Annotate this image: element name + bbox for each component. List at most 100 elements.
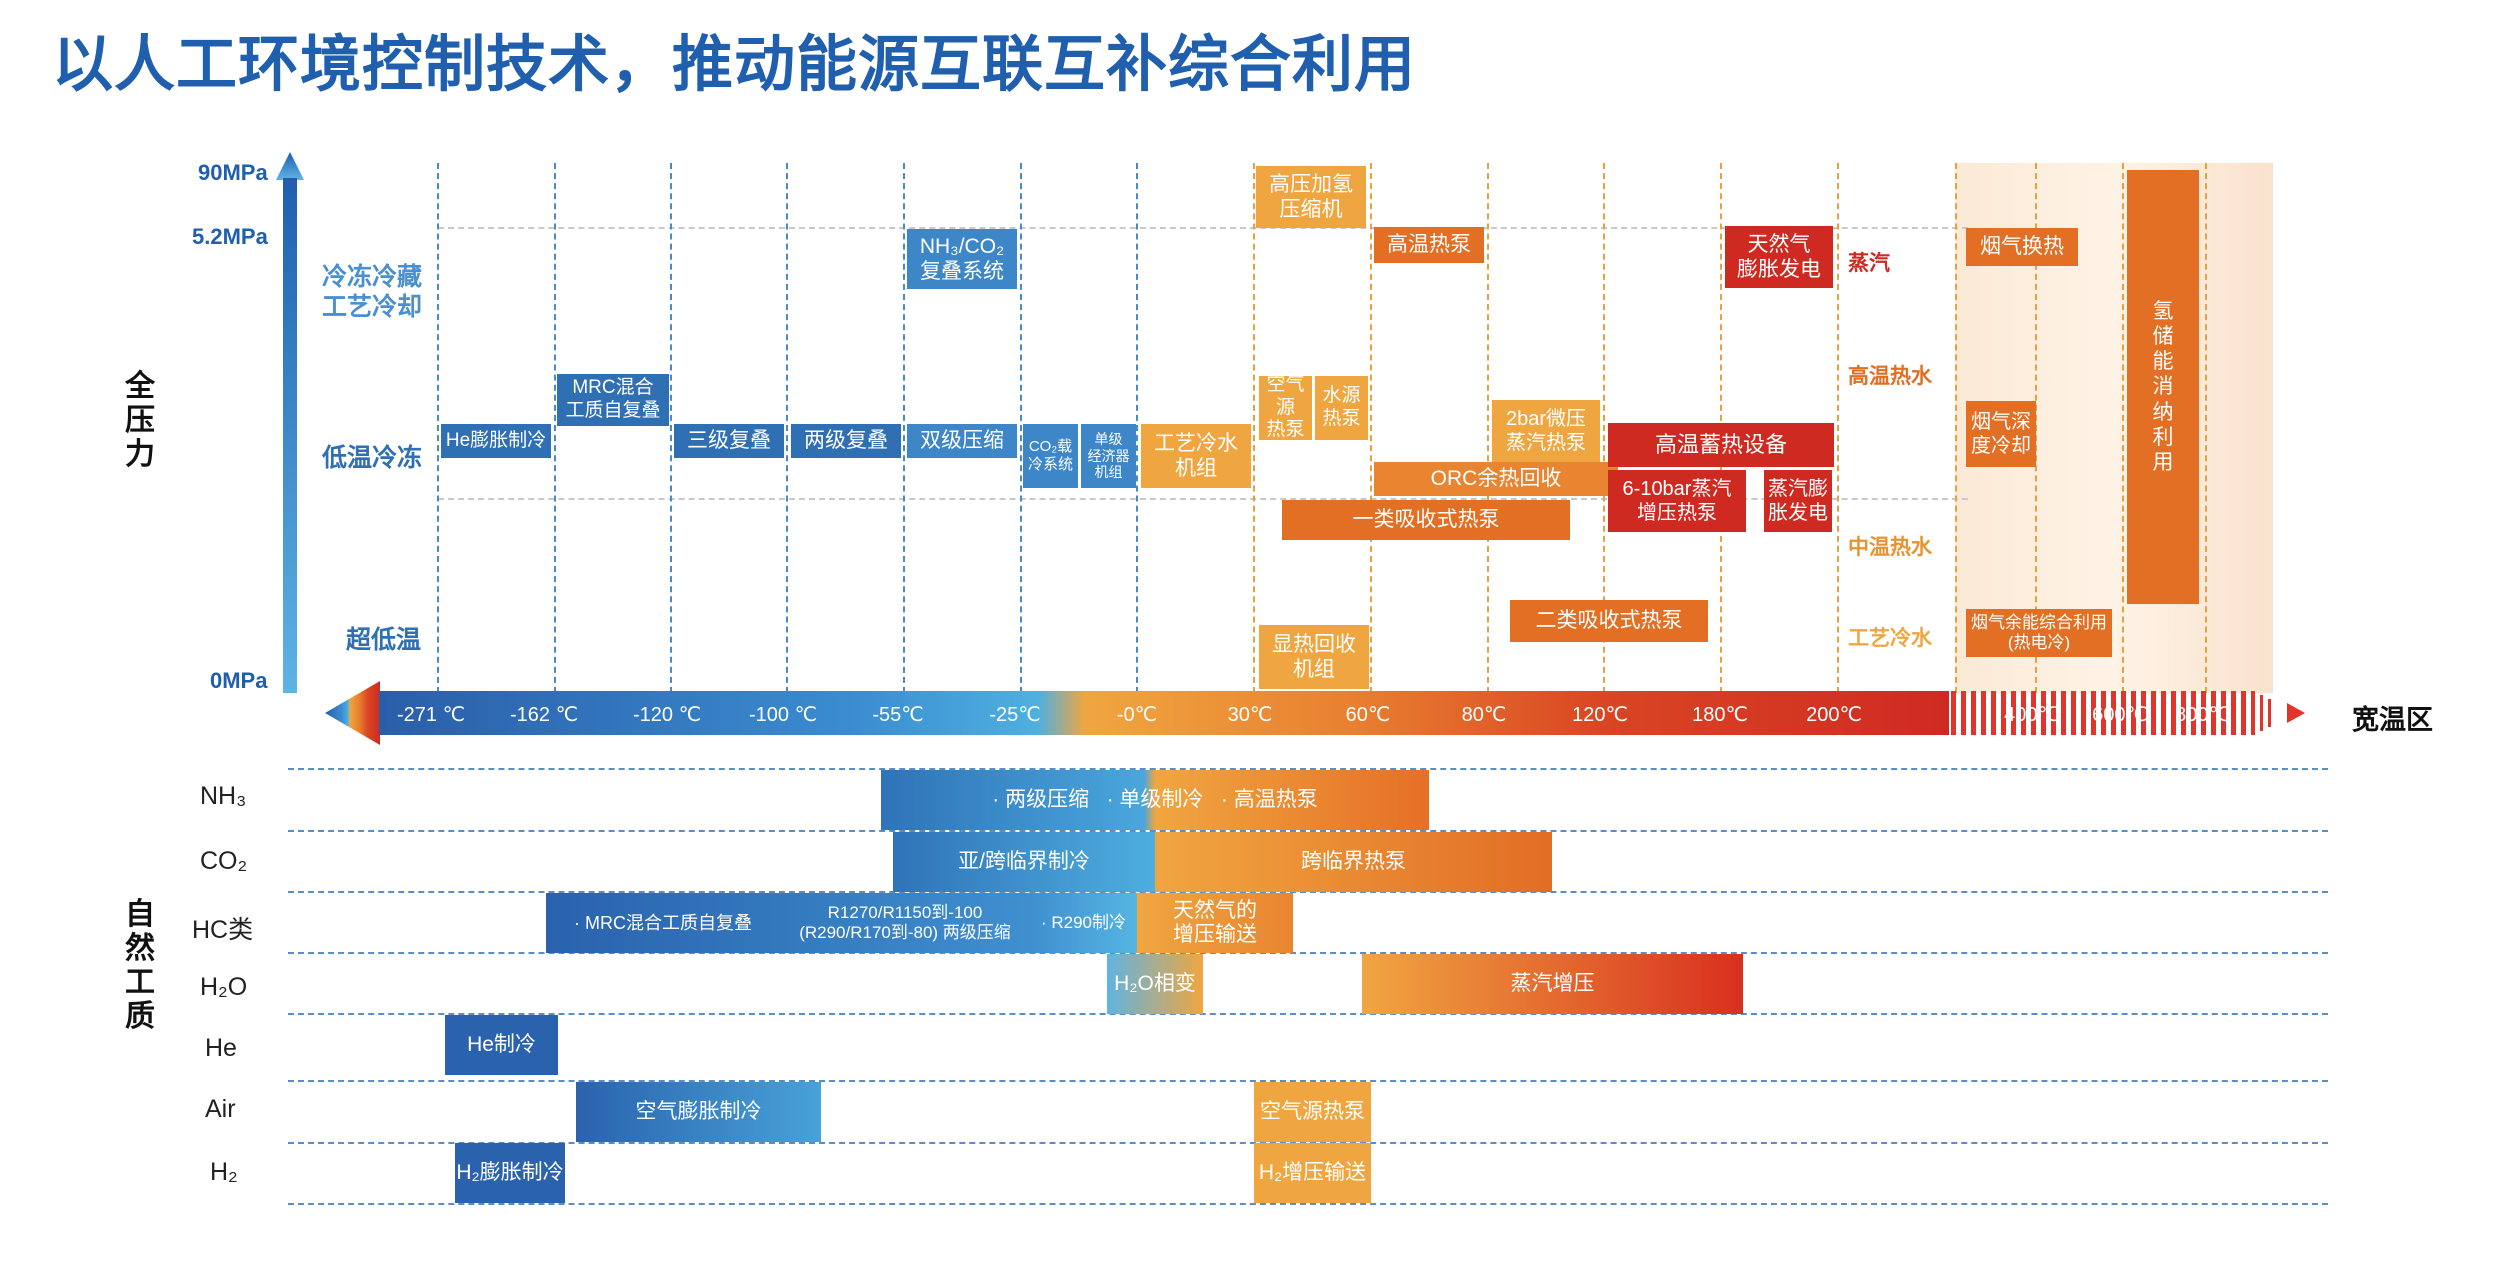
temp-tick: 200℃ [1806, 704, 1862, 726]
temp-tick: -100 ℃ [748, 704, 818, 726]
bar-co2-cold: 亚/跨临界制冷 [893, 832, 1155, 892]
tech-co2-carrier: CO₂载 冷系统 [1023, 424, 1078, 488]
temp-tick: -25℃ [989, 704, 1041, 726]
temp-tick: 400℃ [2004, 704, 2060, 726]
temp-tick: 600℃ [2092, 704, 2148, 726]
tech-heat-storage: 高温蓄热设备 [1608, 423, 1834, 467]
tech-steam-2bar: 2bar微压 蒸汽热泵 [1492, 400, 1600, 462]
y-axis-title: 全压力 [125, 370, 155, 471]
tech-high-temp-hp: 高温热泵 [1374, 227, 1484, 263]
grid-line [786, 163, 788, 693]
bar-h2-hot: H₂增压输送 [1254, 1143, 1371, 1203]
grid-line [670, 163, 672, 693]
tech-steam-expansion-power: 蒸汽膨 胀发电 [1764, 470, 1832, 532]
temp-tick: 180℃ [1692, 704, 1748, 726]
tech-single-economizer: 单级 经济器 机组 [1081, 424, 1136, 488]
tech-he-expansion: He膨胀制冷 [441, 424, 551, 458]
pressure-axis [276, 152, 304, 693]
row-divider [288, 1080, 2328, 1082]
bar-hc-r290: · R290制冷 [1030, 893, 1137, 953]
tech-flue-gas-exchange: 烟气换热 [1966, 228, 2078, 266]
grid-line [2122, 163, 2124, 693]
label-steam: 蒸汽 [1848, 252, 1890, 275]
bar-h2o-steam: 蒸汽增压 [1362, 954, 1743, 1014]
temp-tick: 60℃ [1345, 704, 1391, 726]
bar-hc-r1270: R1270/R1150到-100 (R290/R170到-80) 两级压缩 [780, 893, 1030, 953]
tech-orc: ORC余热回收 [1374, 462, 1618, 496]
temp-tick: 800℃ [2175, 704, 2231, 726]
tech-steam-6-10bar: 6-10bar蒸汽 增压热泵 [1608, 470, 1746, 532]
tech-hydrogen-storage: 氢 储 能 消 纳 利 用 [2127, 170, 2199, 604]
tech-water-source-hp: 水源 热泵 [1315, 376, 1368, 440]
tech-two-stage: 两级复叠 [791, 424, 901, 458]
fluid-label-hc: HC类 [192, 916, 254, 944]
grid-line [1955, 163, 1957, 693]
temp-tick: 80℃ [1461, 704, 1507, 726]
band-label-low: 低温冷冻 [322, 444, 423, 472]
label-process-cold-water: 工艺冷水 [1848, 627, 1932, 650]
pressure-line-5mpa [438, 227, 1968, 229]
grid-line [2205, 163, 2207, 693]
temp-tick: 30℃ [1227, 704, 1273, 726]
tech-hp-hydrogen: 高压加氢 压缩机 [1256, 166, 1366, 228]
temp-tick: -0℃ [1116, 704, 1158, 726]
tech-air-source-hp: 空气源 热泵 [1259, 374, 1312, 440]
bar-h2o-phase: H₂O相变 [1107, 954, 1203, 1014]
grid-line [903, 163, 905, 693]
fluid-label-h2o: H₂O [200, 973, 248, 1001]
bar-co2-hot: 跨临界热泵 [1155, 832, 1552, 892]
bar-air-cold: 空气膨胀制冷 [576, 1082, 821, 1142]
grid-line [2035, 163, 2037, 693]
page-title: 以人工环境控制技术，推动能源互联互补综合利用 [52, 30, 1417, 98]
grid-line [554, 163, 556, 693]
temp-tick: 120℃ [1572, 704, 1628, 726]
fluid-label-he: He [205, 1034, 237, 1062]
tech-two-stage-compression: 双级压缩 [907, 424, 1017, 458]
row-divider [288, 768, 2328, 770]
temp-tick: -162 ℃ [509, 704, 579, 726]
tech-nh3-co2-cascade: NH₃/CO₂ 复叠系统 [907, 229, 1017, 289]
bar-hc-mrc: · MRC混合工质自复叠 [546, 893, 780, 953]
label-hot-water-mid: 中温热水 [1848, 536, 1932, 559]
tech-three-stage: 三级复叠 [674, 424, 784, 458]
row-divider [288, 830, 2328, 832]
grid-line [1487, 163, 1489, 693]
tech-absorption-2: 二类吸收式热泵 [1510, 600, 1708, 642]
pressure-label-5-2: 5.2MPa [192, 224, 268, 249]
fluid-label-h2: H₂ [210, 1158, 238, 1186]
grid-line [1136, 163, 1138, 693]
pressure-label-90: 90MPa [198, 160, 268, 185]
grid-line [1020, 163, 1022, 693]
row-divider [288, 1013, 2328, 1015]
temp-tick: -120 ℃ [632, 704, 702, 726]
bar-he: He制冷 [445, 1015, 558, 1075]
fluid-label-nh3: NH₃ [200, 782, 247, 810]
row-divider [288, 952, 2328, 954]
tech-ng-expansion-power: 天然气 膨胀发电 [1725, 226, 1833, 288]
bar-air-hot: 空气源热泵 [1254, 1082, 1371, 1142]
label-hot-water-high: 高温热水 [1848, 365, 1932, 388]
band-label-ultra: 超低温 [346, 626, 422, 654]
pressure-line-low [438, 498, 1968, 500]
bar-hc-natural-gas: 天然气的 增压输送 [1137, 893, 1293, 953]
tech-flue-gas-combined: 烟气余能综合利用 (热电冷) [1966, 609, 2112, 657]
row-divider [288, 891, 2328, 893]
temp-tick: -271 ℃ [396, 704, 466, 726]
temperature-axis [325, 681, 2305, 745]
tech-absorption-1: 一类吸收式热泵 [1282, 500, 1570, 540]
tech-flue-gas-deep-cool: 烟气深 度冷却 [1966, 401, 2036, 467]
tech-mrc: MRC混合 工质自复叠 [557, 374, 669, 426]
grid-line [1370, 163, 1372, 693]
bar-nh3: · 两级压缩 · 单级制冷 · 高温热泵 [881, 770, 1429, 830]
grid-line [437, 163, 439, 693]
fluid-label-co2: CO₂ [200, 847, 248, 875]
row-divider [288, 1203, 2328, 1205]
grid-line [1603, 163, 1605, 693]
pressure-label-0: 0MPa [210, 668, 268, 693]
grid-line [1837, 163, 1839, 693]
bar-h2-cold: H₂膨胀制冷 [455, 1143, 565, 1203]
band-label-freeze: 冷冻冷藏 工艺冷却 [322, 263, 423, 321]
tech-process-chiller: 工艺冷水 机组 [1141, 424, 1251, 488]
fluids-title: 自然工质 [125, 898, 155, 1033]
fluid-label-air: Air [205, 1095, 236, 1123]
